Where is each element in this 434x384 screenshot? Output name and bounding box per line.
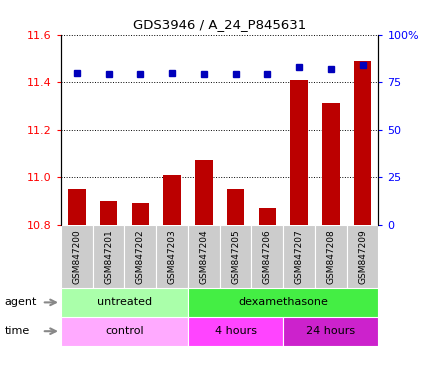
Text: 4 hours: 4 hours (214, 326, 256, 336)
Text: GSM847208: GSM847208 (326, 229, 335, 284)
Bar (187, 288, 378, 317)
Bar (156, 225, 187, 288)
Bar (314, 225, 346, 288)
Text: GSM847204: GSM847204 (199, 229, 208, 284)
Bar (92, 225, 124, 288)
Text: GSM847201: GSM847201 (104, 229, 113, 284)
Bar (289, 80, 307, 225)
Bar (353, 61, 371, 225)
Text: GSM847202: GSM847202 (135, 229, 145, 284)
Bar (251, 225, 283, 288)
Text: GSM847203: GSM847203 (167, 229, 176, 284)
Bar (346, 225, 378, 288)
Text: dexamethasone: dexamethasone (238, 297, 327, 308)
Text: GSM847200: GSM847200 (72, 229, 81, 284)
Bar (163, 175, 181, 225)
Text: GSM847207: GSM847207 (294, 229, 303, 284)
Text: GSM847206: GSM847206 (262, 229, 271, 284)
Bar (68, 189, 85, 225)
Bar (131, 203, 149, 225)
Text: untreated: untreated (97, 297, 151, 308)
Text: control: control (105, 326, 143, 336)
Text: GSM847209: GSM847209 (357, 229, 366, 284)
Bar (124, 225, 156, 288)
Bar (61, 317, 187, 346)
Bar (283, 317, 378, 346)
Bar (321, 103, 339, 225)
Bar (99, 201, 117, 225)
Bar (283, 225, 314, 288)
Bar (187, 317, 283, 346)
Bar (194, 161, 212, 225)
Text: GSM847205: GSM847205 (230, 229, 240, 284)
Text: time: time (4, 326, 30, 336)
Bar (219, 225, 251, 288)
Bar (258, 208, 276, 225)
Text: agent: agent (4, 297, 36, 308)
Bar (226, 189, 244, 225)
Bar (61, 288, 187, 317)
Title: GDS3946 / A_24_P845631: GDS3946 / A_24_P845631 (133, 18, 306, 31)
Text: 24 hours: 24 hours (306, 326, 355, 336)
Bar (187, 225, 219, 288)
Bar (61, 225, 92, 288)
